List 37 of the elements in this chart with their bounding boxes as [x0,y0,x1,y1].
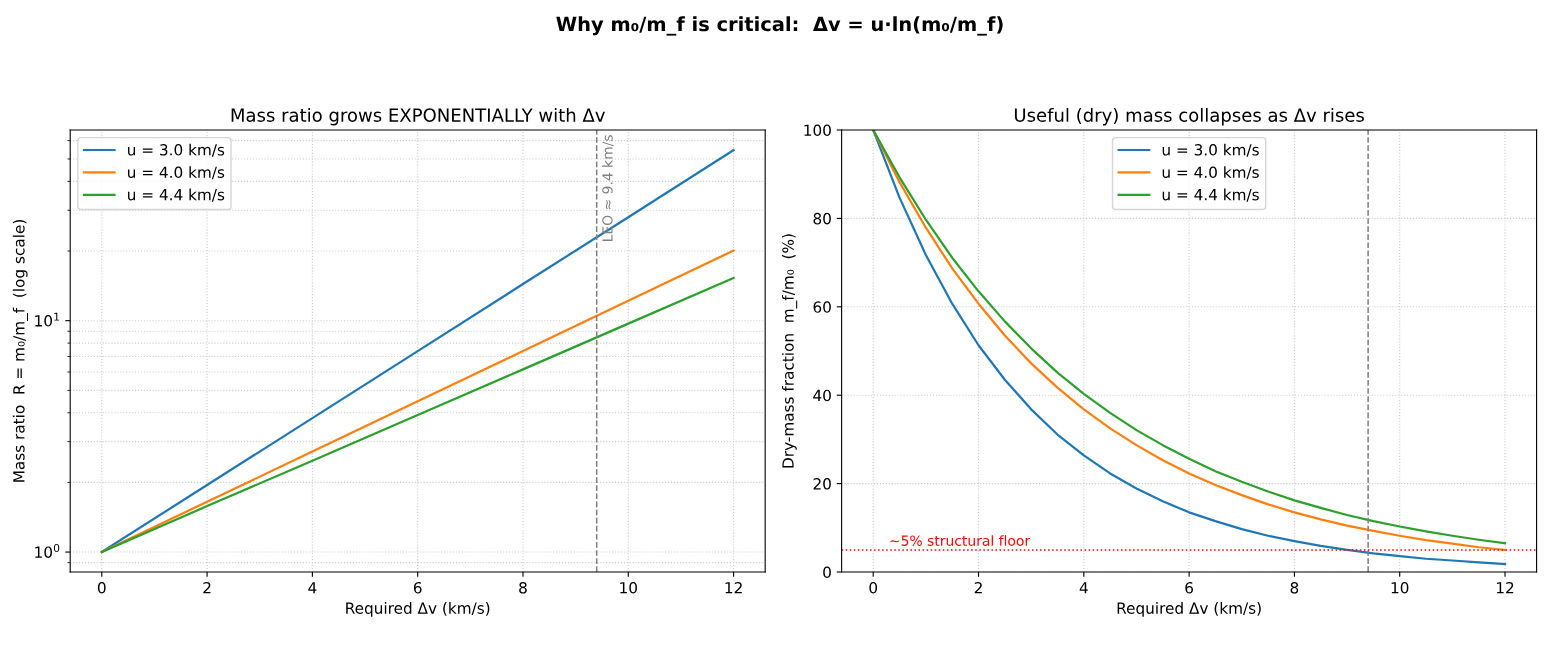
y-axis-title: Dry-mass fraction m_f/m₀ (%) [781,234,798,468]
legend-label: u = 3.0 km/s [1162,143,1259,157]
x-tick-label: 8 [519,581,527,594]
y-tick-label: 20 [813,478,831,490]
y-tick-label: 10$^{1}$ [35,312,59,327]
chart-title: Useful (dry) mass collapses as Δv rises [1014,107,1364,126]
legend-label: u = 3.0 km/s [128,143,225,157]
x-tick-label: 6 [413,581,422,594]
y-tick-label: 0 [823,566,831,579]
x-tick-label: 2 [203,581,211,594]
x-tick-label: 4 [1079,582,1088,594]
chart-title: Mass ratio grows EXPONENTIALLY with Δv [231,107,605,126]
legend-label: u = 4.0 km/s [128,166,225,180]
legend-label: u = 4.0 km/s [1162,166,1259,180]
y-tick-label: 60 [813,301,831,313]
x-tick-label: 2 [974,581,982,594]
y-tick-label: 10$^{0}$ [35,543,60,558]
x-tick-label: 12 [1496,581,1514,594]
x-tick-label: 10 [620,581,637,594]
x-tick-label: 0 [97,581,106,594]
legend-label: u = 4.4 km/s [128,188,225,202]
ref-line-label: LEO ≈ 9.4 km/s [601,135,614,241]
x-tick-label: 8 [1290,581,1299,594]
y-axis-title: Mass ratio R = m₀/m_f (log scale) [12,220,29,482]
x-axis-title: Required Δv (km/s) [346,602,490,617]
x-axis-title: Required Δv (km/s) [1117,602,1261,617]
ref-line-label: ~5% structural floor [890,535,1031,546]
y-tick-label: 100 [804,124,831,137]
x-tick-label: 6 [1185,581,1194,594]
legend-label: u = 4.4 km/s [1162,188,1259,202]
y-tick-label: 40 [813,389,831,402]
x-tick-label: 10 [1391,581,1409,594]
chart-subtitle: Why m₀/m_f is critical: Δv = u·ln(m₀/m_f) [556,16,1003,36]
x-tick-label: 12 [725,581,742,594]
x-tick-label: 0 [869,581,878,594]
y-tick-label: 80 [813,212,831,225]
x-tick-label: 4 [308,582,317,594]
